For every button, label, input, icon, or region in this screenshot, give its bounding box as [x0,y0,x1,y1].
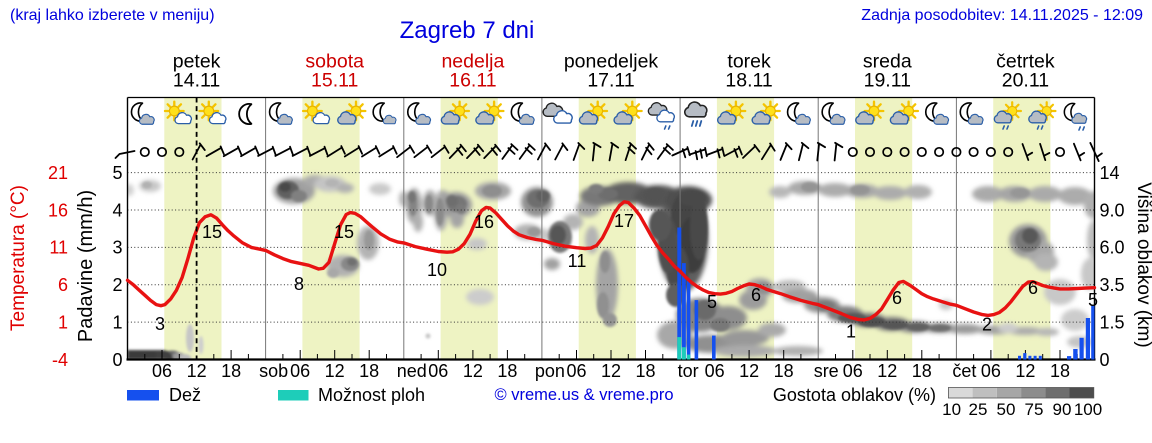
svg-text:tor: tor [678,361,699,381]
svg-text:75: 75 [1025,400,1044,419]
svg-text:6: 6 [751,285,761,305]
svg-text:2: 2 [112,275,122,295]
svg-text:15: 15 [202,222,222,242]
svg-text:0: 0 [1100,350,1110,370]
svg-text:18: 18 [497,361,517,381]
svg-text:5: 5 [112,163,122,183]
svg-text:nedelja: nedelja [441,51,504,73]
svg-text:Padavine (mm/h): Padavine (mm/h) [75,190,97,342]
svg-text:12: 12 [187,361,207,381]
svg-text:sob: sob [259,361,288,381]
svg-text:14: 14 [1100,163,1120,183]
svg-text:12: 12 [325,361,345,381]
svg-text:pon: pon [535,361,565,381]
svg-text:1: 1 [58,312,68,332]
svg-text:06: 06 [428,361,448,381]
svg-text:10: 10 [942,400,961,419]
svg-text:Zagreb 7 dni: Zagreb 7 dni [400,17,535,44]
svg-text:21: 21 [48,163,68,183]
svg-text:3: 3 [112,238,122,258]
svg-text:18: 18 [359,361,379,381]
svg-text:16: 16 [48,200,68,220]
svg-text:15: 15 [334,222,354,242]
svg-text:Temperatura (°C): Temperatura (°C) [8,185,29,331]
svg-text:90: 90 [1053,400,1072,419]
svg-text:ned: ned [397,361,427,381]
svg-text:17: 17 [614,211,634,231]
svg-text:sobota: sobota [305,51,364,73]
svg-text:18.11: 18.11 [725,70,772,92]
svg-text:15.11: 15.11 [311,70,358,92]
svg-text:petek: petek [173,51,221,73]
svg-text:1.5: 1.5 [1100,312,1125,332]
svg-text:18: 18 [774,361,794,381]
svg-text:3: 3 [155,314,165,334]
svg-text:20.11: 20.11 [1002,70,1049,92]
svg-text:12: 12 [1015,361,1035,381]
svg-text:06: 06 [843,361,863,381]
svg-text:torek: torek [727,51,771,73]
svg-text:25: 25 [969,400,988,419]
svg-text:12: 12 [739,361,759,381]
svg-text:11: 11 [49,238,68,258]
svg-text:4: 4 [112,200,122,220]
svg-text:18: 18 [912,361,932,381]
svg-text:ponedeljek: ponedeljek [564,51,659,73]
svg-text:18: 18 [635,361,655,381]
svg-text:Gostota oblakov (%): Gostota oblakov (%) [773,385,936,405]
svg-text:četrtek: četrtek [996,51,1055,73]
svg-text:06: 06 [152,361,172,381]
svg-text:1: 1 [112,312,122,332]
svg-text:1: 1 [846,322,856,342]
svg-text:9.0: 9.0 [1100,200,1125,220]
svg-text:12: 12 [601,361,621,381]
svg-text:19.11: 19.11 [864,70,911,92]
svg-text:06: 06 [566,361,586,381]
svg-text:12: 12 [463,361,483,381]
svg-text:6: 6 [892,288,902,308]
svg-text:© vreme.us & vreme.pro: © vreme.us & vreme.pro [494,386,673,404]
svg-text:11: 11 [568,251,587,271]
svg-text:06: 06 [981,361,1001,381]
svg-text:-4: -4 [52,350,68,370]
svg-text:14.11: 14.11 [173,70,220,92]
svg-text:12: 12 [877,361,897,381]
svg-text:5: 5 [1088,290,1098,310]
svg-text:Zadnja posodobitev: 14.11.2025: Zadnja posodobitev: 14.11.2025 - 12:09 [861,7,1143,24]
svg-text:sre: sre [814,361,839,381]
svg-text:06: 06 [705,361,725,381]
svg-text:6: 6 [58,275,68,295]
svg-text:2: 2 [982,315,992,335]
svg-text:10: 10 [427,260,447,280]
svg-text:6: 6 [1028,278,1038,298]
svg-text:Možnost ploh: Možnost ploh [318,385,425,405]
svg-text:5: 5 [707,292,717,312]
svg-text:16: 16 [474,212,494,232]
svg-text:Dež: Dež [169,385,201,405]
svg-text:6.0: 6.0 [1100,238,1125,258]
svg-text:0: 0 [112,350,122,370]
svg-text:18: 18 [1050,361,1070,381]
svg-text:(kraj lahko izberete v meniju): (kraj lahko izberete v meniju) [10,7,215,24]
svg-text:100: 100 [1074,400,1102,419]
svg-text:06: 06 [290,361,310,381]
svg-text:čet: čet [952,361,976,381]
svg-text:3.5: 3.5 [1100,275,1125,295]
svg-text:sreda: sreda [863,51,912,73]
svg-text:50: 50 [997,400,1016,419]
svg-text:18: 18 [221,361,241,381]
svg-text:16.11: 16.11 [449,70,496,92]
svg-text:8: 8 [294,274,304,294]
svg-text:Višina oblakov (km): Višina oblakov (km) [1133,182,1152,347]
svg-text:17.11: 17.11 [587,70,634,92]
